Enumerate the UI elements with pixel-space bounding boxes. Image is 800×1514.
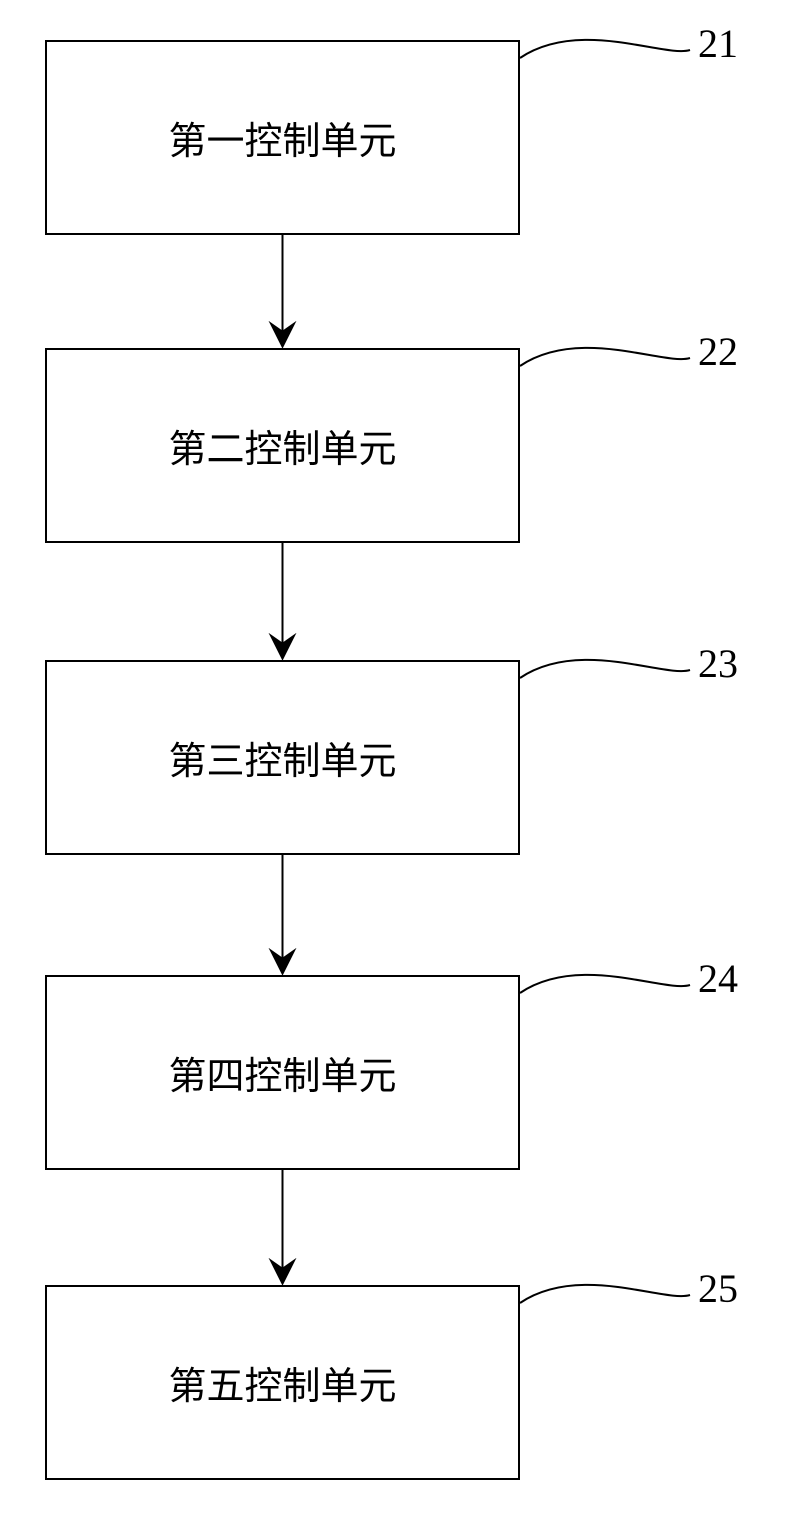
callout-curve	[520, 1285, 690, 1303]
diagram-canvas: 第一控制单元第二控制单元第三控制单元第四控制单元第五控制单元 21 22 23 24 25	[0, 0, 800, 1514]
callout-curve	[520, 40, 690, 58]
callout-curve	[520, 660, 690, 678]
flow-node: 第四控制单元	[45, 975, 520, 1170]
flow-node: 第二控制单元	[45, 348, 520, 543]
flow-node-label: 第五控制单元	[168, 1355, 396, 1410]
flow-node: 第五控制单元	[45, 1285, 520, 1480]
flow-node-label: 第一控制单元	[168, 110, 396, 165]
ref-label: 25	[698, 1265, 738, 1312]
ref-label: 22	[698, 328, 738, 375]
flow-node-label: 第四控制单元	[168, 1045, 396, 1100]
callout-curve	[520, 348, 690, 366]
ref-label: 21	[698, 20, 738, 67]
flow-node: 第一控制单元	[45, 40, 520, 235]
ref-label: 23	[698, 640, 738, 687]
ref-label: 24	[698, 955, 738, 1002]
callout-curve	[520, 975, 690, 993]
flow-node-label: 第三控制单元	[168, 730, 396, 785]
flow-node: 第三控制单元	[45, 660, 520, 855]
flow-node-label: 第二控制单元	[168, 418, 396, 473]
